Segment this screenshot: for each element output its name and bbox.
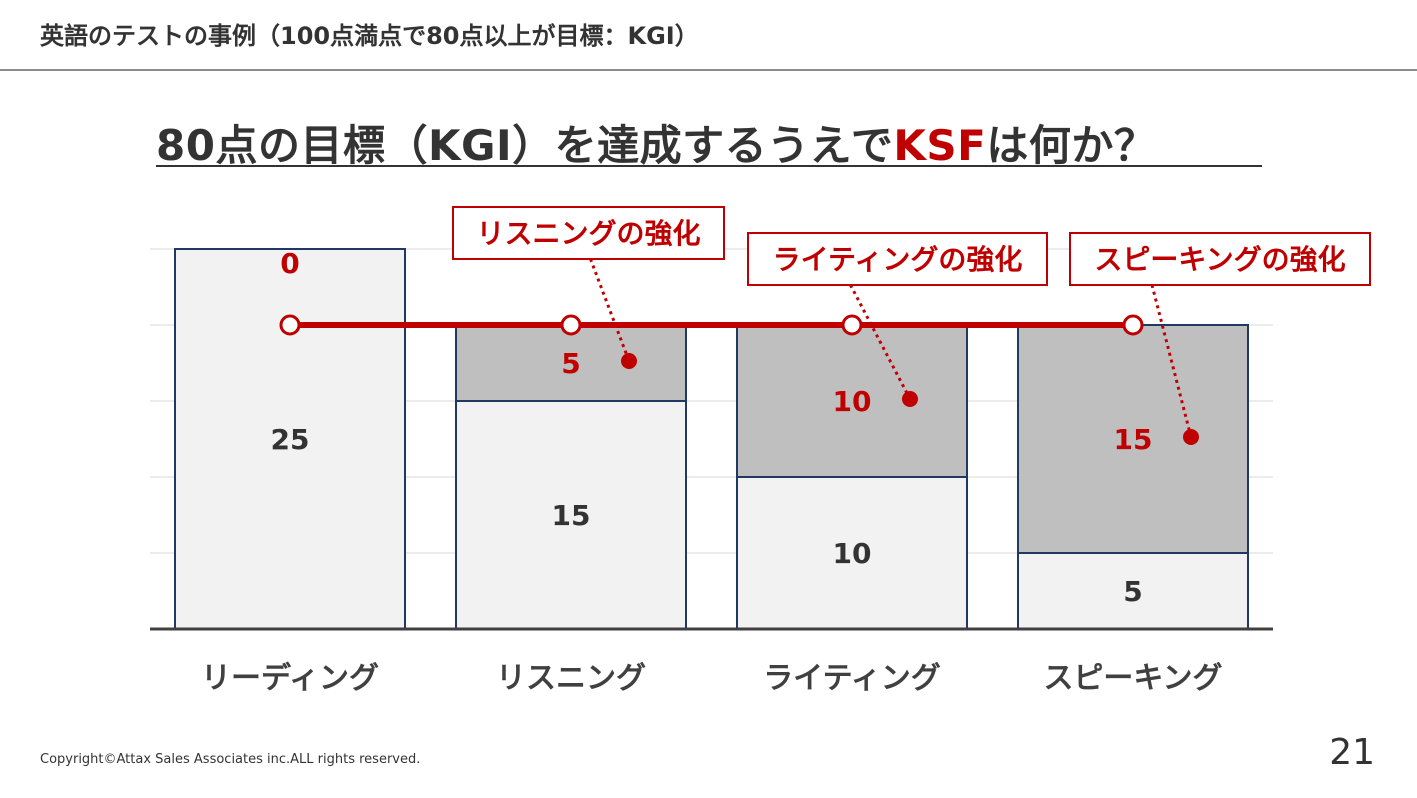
slide-heading: 80点の目標（KGI）を達成するうえでKSFは何か？	[156, 112, 1156, 173]
data-label-gap: 5	[561, 347, 580, 380]
callout-label: スピーキングの強化	[1094, 243, 1345, 276]
bar-base-segment	[736, 476, 968, 630]
data-label-base: 5	[1123, 575, 1142, 608]
slide-heading-suffix: は何か？	[986, 121, 1157, 170]
callout-box	[452, 206, 725, 260]
page-number: 21	[1329, 732, 1375, 773]
copyright-text: Copyright©Attax Sales Associates inc.ALL…	[40, 752, 421, 767]
category-label: スピーキング	[1043, 661, 1222, 696]
data-label-base: 10	[833, 537, 872, 570]
target-marker	[560, 314, 582, 336]
bar-gap-segment	[1017, 324, 1249, 554]
callout-label: リスニングの強化	[476, 217, 700, 250]
bar-base-segment	[1017, 552, 1249, 630]
header-title: 英語のテストの事例（100点満点で80点以上が目標：KGI）	[40, 22, 699, 50]
data-label-gap: 15	[1114, 423, 1153, 456]
callout-label: ライティングの強化	[773, 243, 1023, 276]
callout-leader-line	[1150, 284, 1193, 438]
callout-box	[747, 232, 1048, 286]
category-label: リーディング	[201, 661, 379, 696]
target-marker	[1122, 314, 1144, 336]
header-divider	[0, 69, 1417, 71]
callout-dot	[621, 353, 637, 369]
slide-heading-underline	[156, 165, 1262, 167]
data-label-base: 15	[552, 499, 591, 532]
callout-dot	[1183, 429, 1199, 445]
callout-box	[1069, 232, 1371, 286]
data-label-gap: 0	[280, 247, 299, 280]
data-label-gap: 10	[833, 385, 872, 418]
callout-leader-line	[849, 284, 912, 400]
target-marker	[841, 314, 863, 336]
data-label-base: 25	[271, 423, 310, 456]
slide-heading-highlight: KSF	[893, 121, 987, 170]
bar-gap-segment	[455, 324, 687, 402]
slide-heading-prefix: 80点の目標（KGI）を達成するうえで	[156, 121, 894, 170]
category-label: ライティング	[763, 661, 941, 696]
callout-dot	[902, 391, 918, 407]
category-label: リスニング	[496, 661, 646, 696]
target-marker	[279, 314, 301, 336]
